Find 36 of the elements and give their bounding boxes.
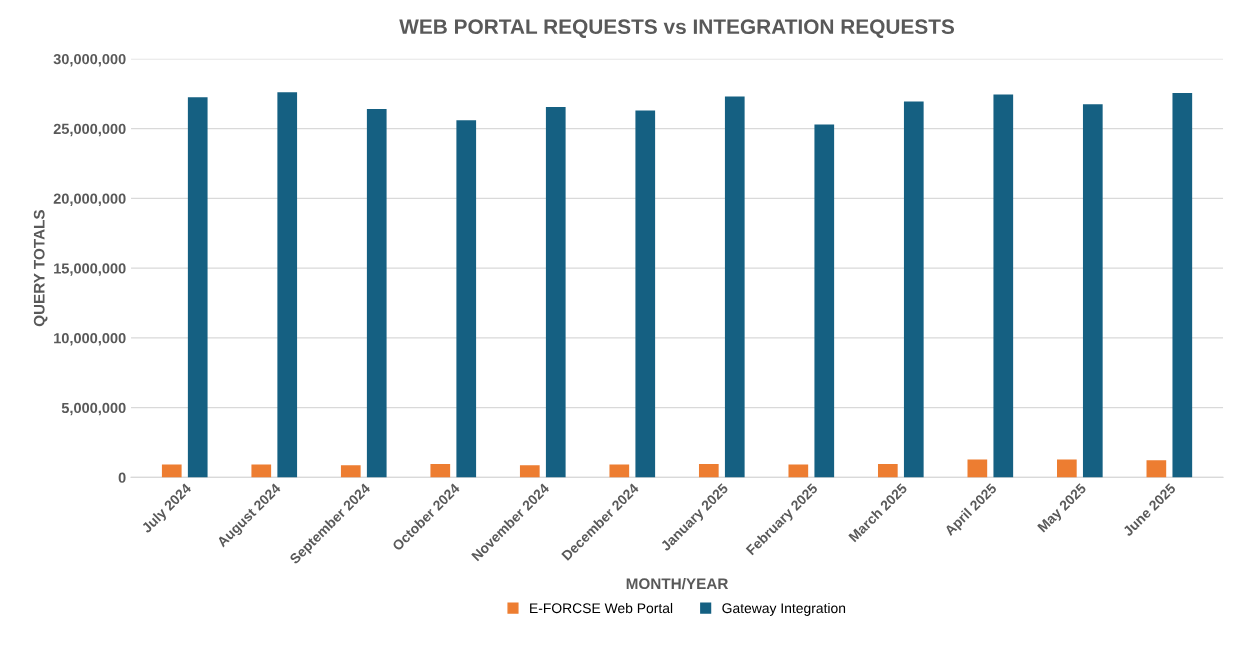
- bar: [724, 96, 745, 478]
- bar: [814, 124, 835, 478]
- bar: [1082, 104, 1103, 478]
- bar: [635, 110, 656, 478]
- bar: [877, 463, 898, 478]
- y-axis-title: QUERY TOTALS: [33, 210, 48, 327]
- y-tick-label: 25,000,000: [53, 123, 126, 137]
- y-tick-label: 20,000,000: [53, 193, 126, 206]
- y-tick-label: 15,000,000: [54, 263, 126, 276]
- bar: [340, 465, 361, 478]
- bar: [967, 459, 988, 478]
- y-tick-label: 10,000,000: [54, 333, 126, 346]
- legend-label: E-FORCSE Web Portal: [530, 602, 673, 614]
- bar: [545, 106, 566, 478]
- x-axis-title: MONTH/YEAR: [626, 577, 729, 590]
- bar: [187, 97, 208, 478]
- bar: [1057, 459, 1077, 478]
- bar: [1172, 93, 1193, 478]
- y-tick-label: 0: [118, 472, 126, 483]
- legend-label: Gateway Integration: [722, 602, 846, 616]
- bar: [456, 120, 477, 478]
- bar: [788, 464, 809, 478]
- bar: [993, 94, 1014, 478]
- y-tick-label: 30,000,000: [53, 53, 126, 67]
- bar: [430, 463, 451, 478]
- bar: [366, 109, 387, 478]
- y-tick-label: 5,000,000: [61, 402, 126, 416]
- bar: [1146, 460, 1167, 478]
- bar: [277, 92, 298, 478]
- bar: [698, 463, 719, 478]
- bar: [903, 101, 924, 478]
- chart-title: WEB PORTAL REQUESTS vs INTEGRATION REQUESTS: [399, 19, 955, 38]
- bar: [251, 464, 272, 478]
- bar: [161, 464, 182, 478]
- bar: [519, 465, 540, 478]
- bar: [609, 464, 630, 478]
